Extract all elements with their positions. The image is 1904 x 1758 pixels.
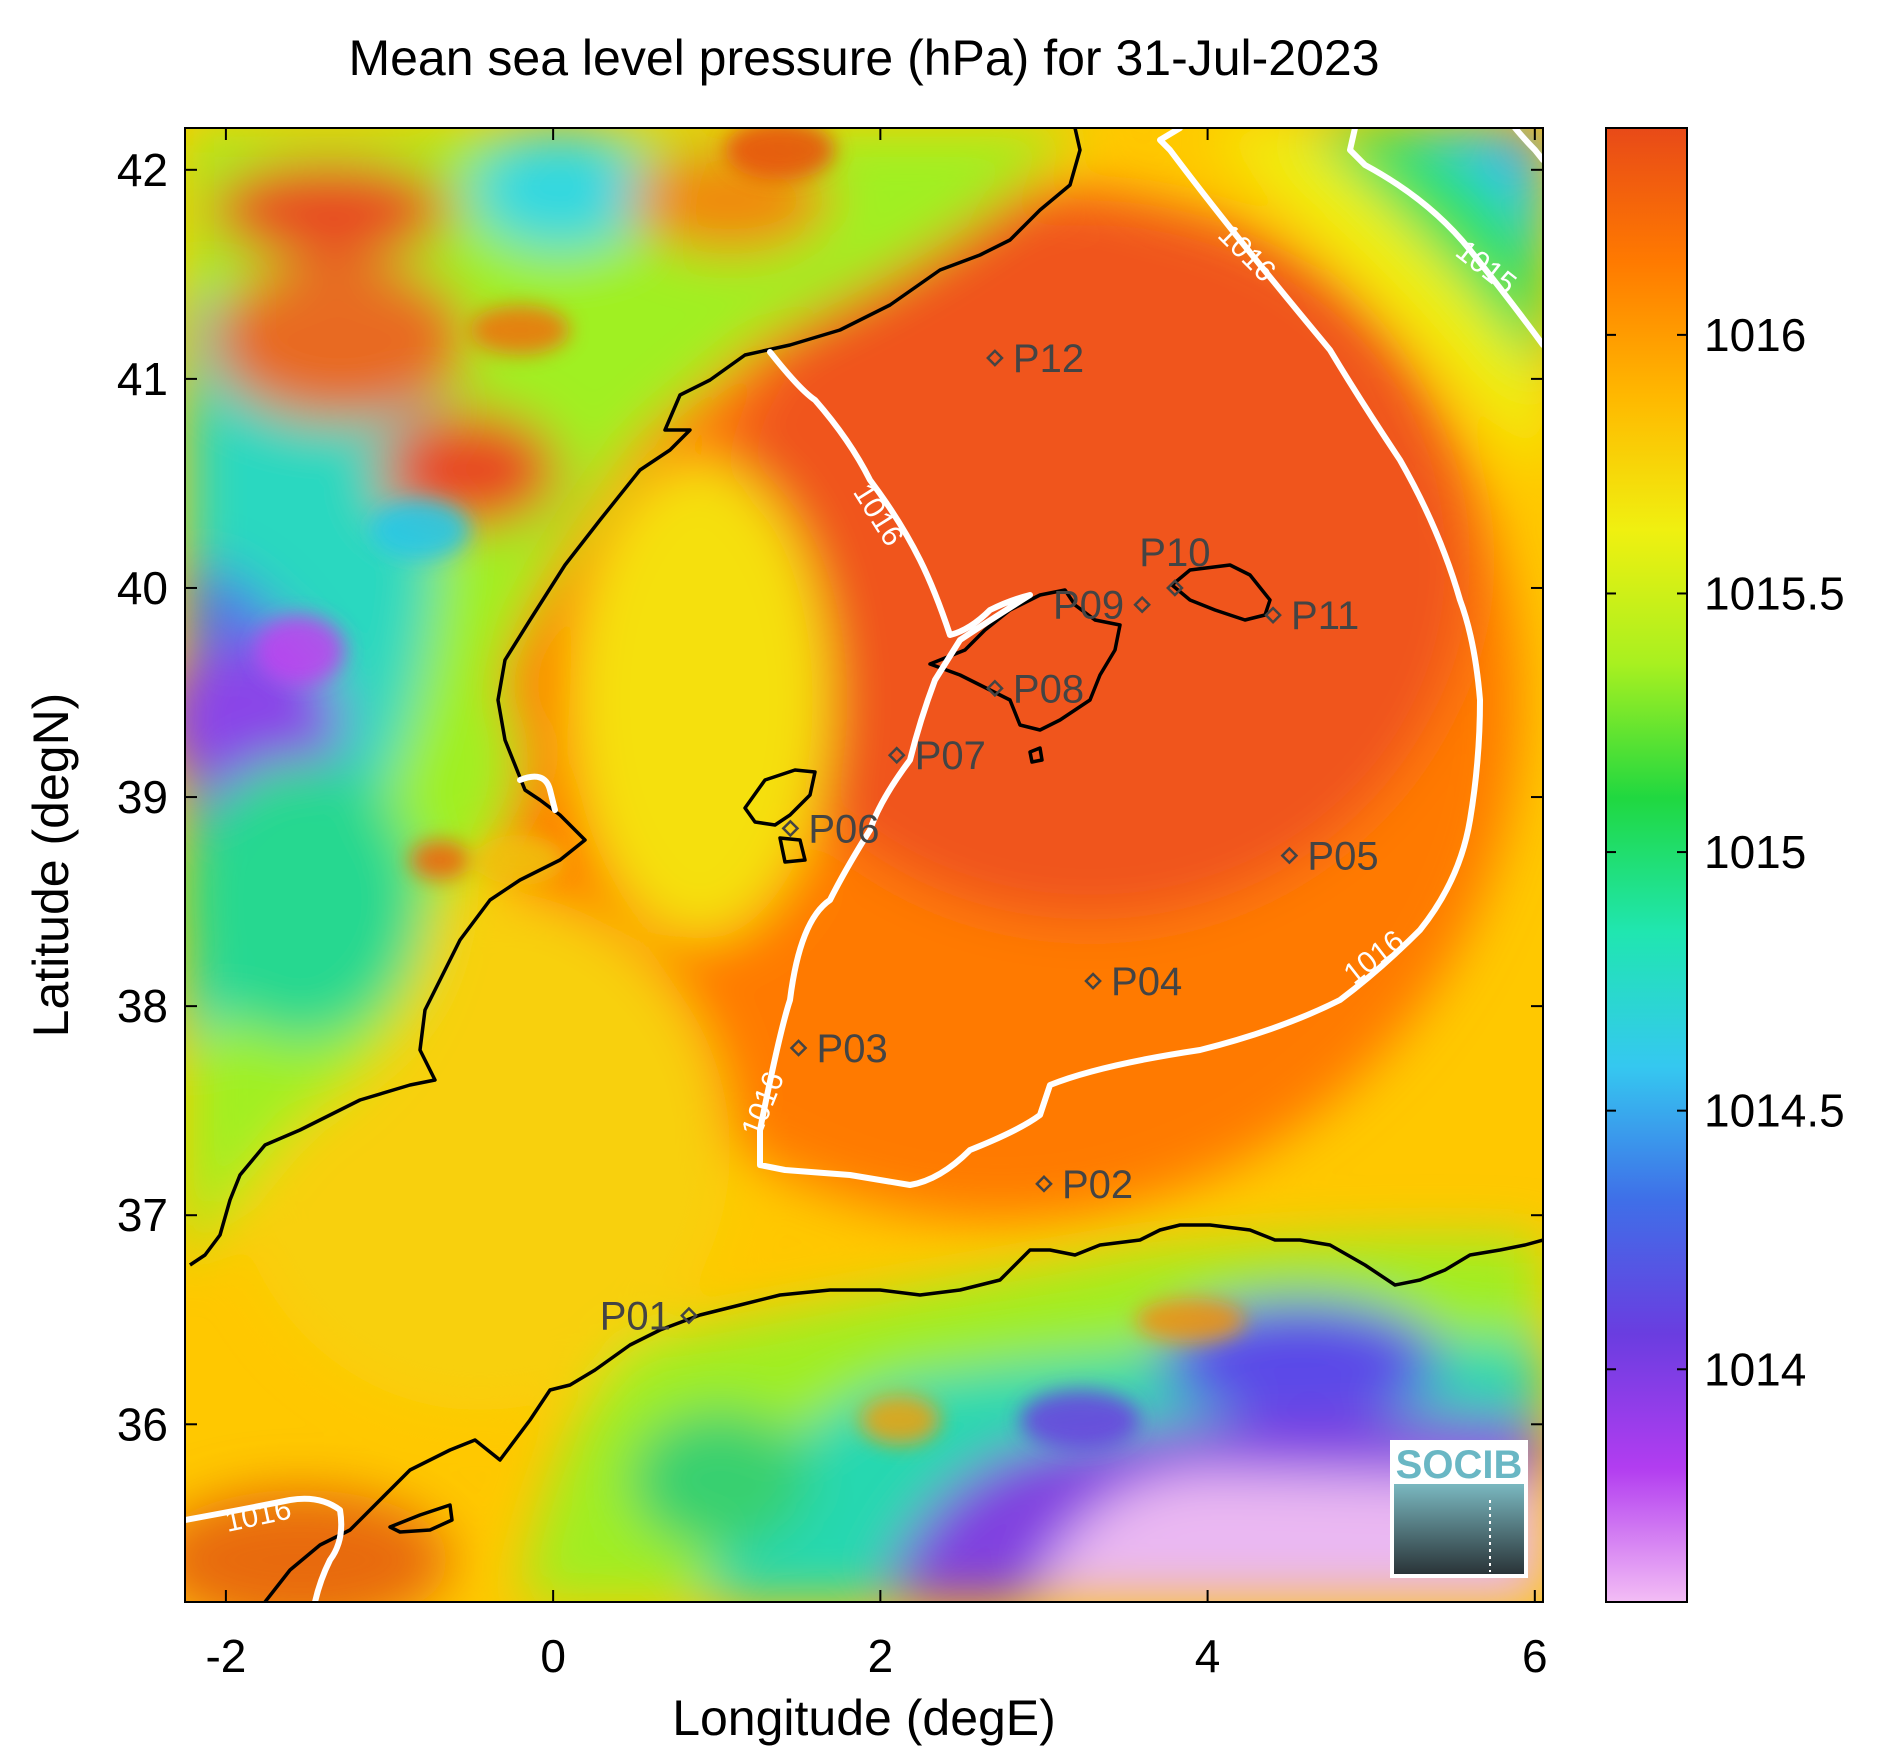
station-marker-icon xyxy=(986,349,1004,367)
iberian-coastline xyxy=(189,128,1082,1267)
station-marker-icon xyxy=(1264,606,1282,624)
contour-1016-southwest xyxy=(185,1495,345,1602)
contour-1015 xyxy=(1347,128,1543,348)
station-p04: P04 xyxy=(1084,960,1182,1004)
colorbar-ramp xyxy=(1605,127,1688,1603)
colorbar-tick-label: 1015 xyxy=(1704,826,1806,878)
stations-layer: P01 P02 P03 P04 P05 P06 P07 P08 P09 P10 P11 P12 xyxy=(600,337,1379,1339)
y-tick-label: 42 xyxy=(117,144,168,196)
station-p05: P05 xyxy=(1280,835,1379,879)
station-label: P11 xyxy=(1291,594,1359,638)
coastlines xyxy=(189,128,1543,1602)
formentera-coastline xyxy=(778,836,807,864)
station-p11: P11 xyxy=(1264,594,1359,638)
station-label: P06 xyxy=(808,807,879,851)
map-frame xyxy=(184,127,1544,1603)
station-marker-icon xyxy=(1133,595,1151,614)
station-label: P12 xyxy=(1013,337,1084,381)
alboran-island-coastline xyxy=(388,1503,454,1534)
colorbar: 1014 1014.5 1015 1015.5 1016 xyxy=(1605,127,1845,1603)
station-marker-icon xyxy=(1035,1175,1053,1193)
station-p07: P07 xyxy=(887,734,986,778)
colorbar-tick-label: 1015.5 xyxy=(1704,567,1845,619)
cabrera-coastline xyxy=(1028,746,1044,764)
station-p02: P02 xyxy=(1035,1163,1133,1207)
station-marker-icon xyxy=(986,679,1004,698)
y-tick-label: 37 xyxy=(117,1189,168,1241)
station-label: P02 xyxy=(1062,1163,1133,1207)
contour-1016-northeast xyxy=(1512,128,1543,163)
x-tick-label: 4 xyxy=(1195,1630,1221,1682)
station-p08: P08 xyxy=(986,667,1084,711)
x-tick-label: 6 xyxy=(1522,1630,1548,1682)
socib-logo-text: SOCIB xyxy=(1396,1443,1523,1487)
y-tick-label: 38 xyxy=(117,980,168,1032)
station-marker-icon xyxy=(789,1039,808,1057)
y-tick-label: 41 xyxy=(117,353,168,405)
station-label: P05 xyxy=(1307,835,1378,879)
y-tick-label: 39 xyxy=(117,771,168,823)
socib-logo-gradient xyxy=(1394,1484,1524,1574)
colorbar-tick-label: 1014.5 xyxy=(1704,1085,1845,1137)
map-title: Mean sea level pressure (hPa) for 31-Jul… xyxy=(348,30,1379,86)
x-tick-label: 2 xyxy=(868,1630,894,1682)
socib-logo: SOCIB xyxy=(1390,1440,1528,1578)
contour-1016-west xyxy=(517,773,558,813)
x-tick-label: -2 xyxy=(205,1630,246,1682)
station-label: P04 xyxy=(1111,960,1182,1004)
y-axis-label: Latitude (degN) xyxy=(23,693,79,1038)
pressure-contours xyxy=(185,128,1543,1602)
station-marker-icon xyxy=(781,819,800,838)
station-p10: P10 xyxy=(1139,531,1210,597)
station-label: P07 xyxy=(915,734,986,778)
station-label: P09 xyxy=(1053,584,1124,628)
pressure-field xyxy=(185,128,1543,1602)
station-p09: P09 xyxy=(1053,584,1151,628)
station-marker-icon xyxy=(1280,846,1299,865)
station-p12: P12 xyxy=(986,337,1084,381)
africa-coastline xyxy=(263,1223,1543,1602)
x-tick-label: 0 xyxy=(540,1630,566,1682)
pressure-field-detail xyxy=(255,128,1245,1450)
x-axis-label: Longitude (degE) xyxy=(672,1690,1056,1746)
map-axes: -2 0 2 4 6 36 37 38 39 40 41 42 xyxy=(117,127,1548,1682)
station-p01: P01 xyxy=(600,1295,698,1339)
menorca-coastline xyxy=(1170,563,1272,622)
station-p06: P06 xyxy=(781,807,880,851)
station-marker-icon xyxy=(1084,972,1102,990)
station-marker-icon xyxy=(680,1306,698,1325)
station-marker-icon xyxy=(887,746,906,765)
y-tick-label: 36 xyxy=(117,1398,168,1450)
station-label: P08 xyxy=(1013,667,1084,711)
colorbar-tick-label: 1016 xyxy=(1704,309,1806,361)
ibiza-coastline xyxy=(743,768,817,827)
map-area: 1016 1016 1015 1016 1016 1016 P01P02P03P… xyxy=(185,128,1543,1602)
contour-1016-main xyxy=(757,128,1483,1188)
station-label: P03 xyxy=(817,1027,888,1071)
station-label: P01 xyxy=(600,1295,671,1339)
station-marker-icon xyxy=(1166,579,1184,597)
station-label: P10 xyxy=(1139,531,1210,575)
station-p03: P03 xyxy=(789,1027,888,1071)
colorbar-tick-label: 1014 xyxy=(1704,1343,1806,1395)
y-tick-label: 40 xyxy=(117,562,168,614)
